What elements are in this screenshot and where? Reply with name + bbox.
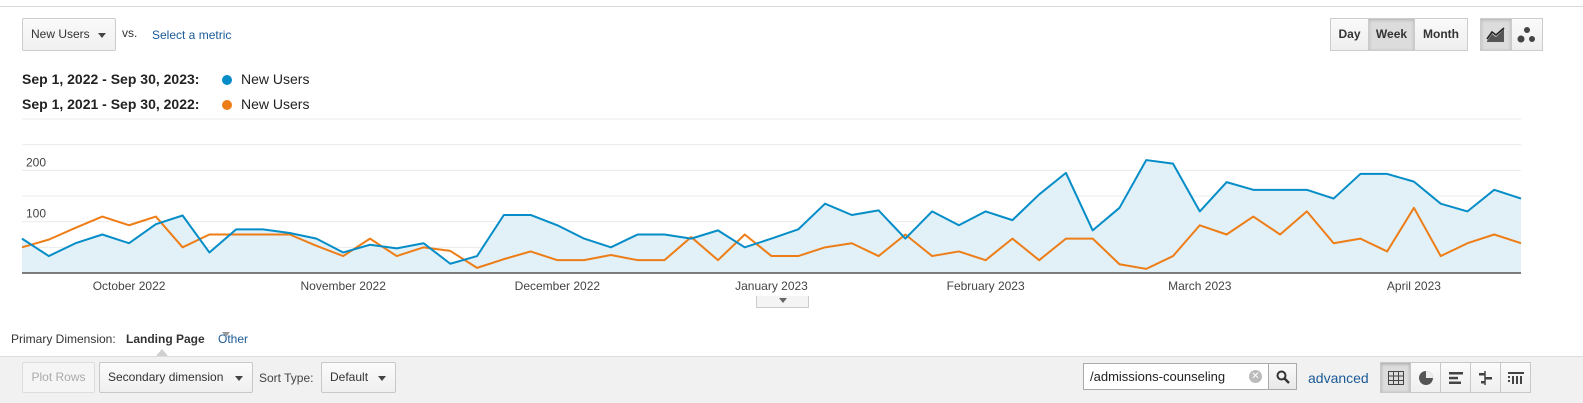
grid-icon — [1387, 370, 1404, 385]
bubble-chart-icon — [1517, 26, 1535, 42]
x-tick-label: April 2023 — [1387, 279, 1441, 293]
data-table-view-button[interactable] — [1380, 362, 1411, 393]
metric-select[interactable]: New Users — [22, 18, 116, 51]
motion-chart-toggle[interactable] — [1511, 18, 1543, 51]
series-area — [22, 160, 1521, 273]
legend-dot-icon — [222, 75, 232, 85]
y-tick-label: 300 — [26, 115, 46, 118]
y-tick-label: 100 — [26, 207, 46, 221]
secondary-dimension-select[interactable]: Secondary dimension — [99, 362, 253, 393]
chart-collapse-handle[interactable] — [756, 296, 809, 308]
pivot-view-button[interactable] — [1500, 362, 1531, 393]
month-button[interactable]: Month — [1414, 18, 1468, 51]
top-divider — [0, 6, 1583, 7]
chevron-down-icon — [378, 376, 386, 381]
week-button[interactable]: Week — [1368, 18, 1415, 51]
sort-type-value: Default — [330, 370, 369, 384]
search-icon — [1276, 370, 1290, 384]
day-button[interactable]: Day — [1330, 18, 1369, 51]
sort-type-label: Sort Type: — [259, 371, 314, 385]
x-tick-label: December 2022 — [515, 279, 601, 293]
pie-chart-icon — [1418, 370, 1433, 385]
line-chart-icon — [1486, 26, 1505, 42]
pie-view-button[interactable] — [1410, 362, 1441, 393]
metric-select-value: New Users — [31, 27, 90, 41]
comparison-view-button[interactable] — [1470, 362, 1501, 393]
chevron-down-icon — [779, 298, 787, 303]
series-line-current[interactable] — [21, 159, 1522, 265]
line-chart-toggle[interactable] — [1480, 18, 1512, 51]
table-filter: ✕ — [1083, 363, 1269, 390]
comparison-icon — [1478, 370, 1492, 385]
primary-dimension-label: Primary Dimension: — [11, 332, 116, 346]
series-line-previous[interactable] — [21, 206, 1522, 270]
select-metric-link[interactable]: Select a metric — [152, 28, 232, 42]
legend-dot-icon — [222, 100, 232, 110]
search-button[interactable] — [1268, 363, 1297, 390]
vs-label: vs. — [122, 26, 138, 40]
advanced-filter-link[interactable]: advanced — [1308, 370, 1369, 386]
line-chart[interactable]: 300 200 100 October 2022 November 2022 Decemb… — [0, 115, 1583, 295]
x-tick-label: November 2022 — [301, 279, 387, 293]
bar-chart-icon — [1448, 371, 1463, 384]
plot-rows-button[interactable]: Plot Rows — [22, 362, 95, 393]
chevron-down-icon — [222, 332, 230, 337]
chevron-down-icon — [98, 33, 106, 38]
active-dimension-pointer — [156, 349, 168, 356]
filter-input[interactable] — [1084, 364, 1250, 389]
performance-view-button[interactable] — [1440, 362, 1471, 393]
granularity-group: Day Week Month — [1330, 18, 1468, 51]
sort-type-select[interactable]: Default — [321, 362, 396, 393]
x-tick-label: February 2023 — [947, 279, 1025, 293]
table-toolbar: Plot Rows Secondary dimension Sort Type:… — [0, 356, 1583, 403]
pivot-table-icon — [1507, 371, 1524, 384]
x-tick-label: January 2023 — [735, 279, 808, 293]
dimension-landing-page[interactable]: Landing Page — [126, 332, 205, 346]
x-tick-label: October 2022 — [93, 279, 166, 293]
clear-icon[interactable]: ✕ — [1249, 370, 1262, 383]
y-tick-label: 200 — [26, 155, 46, 169]
chevron-down-icon — [235, 376, 243, 381]
legend-metric: New Users — [241, 71, 310, 87]
x-tick-label: March 2023 — [1168, 279, 1232, 293]
table-view-group — [1380, 362, 1531, 393]
legend-range: Sep 1, 2021 - Sep 30, 2022: — [22, 96, 200, 112]
secondary-dimension-label: Secondary dimension — [108, 370, 224, 384]
legend-range: Sep 1, 2022 - Sep 30, 2023: — [22, 71, 200, 87]
legend-metric: New Users — [241, 96, 310, 112]
